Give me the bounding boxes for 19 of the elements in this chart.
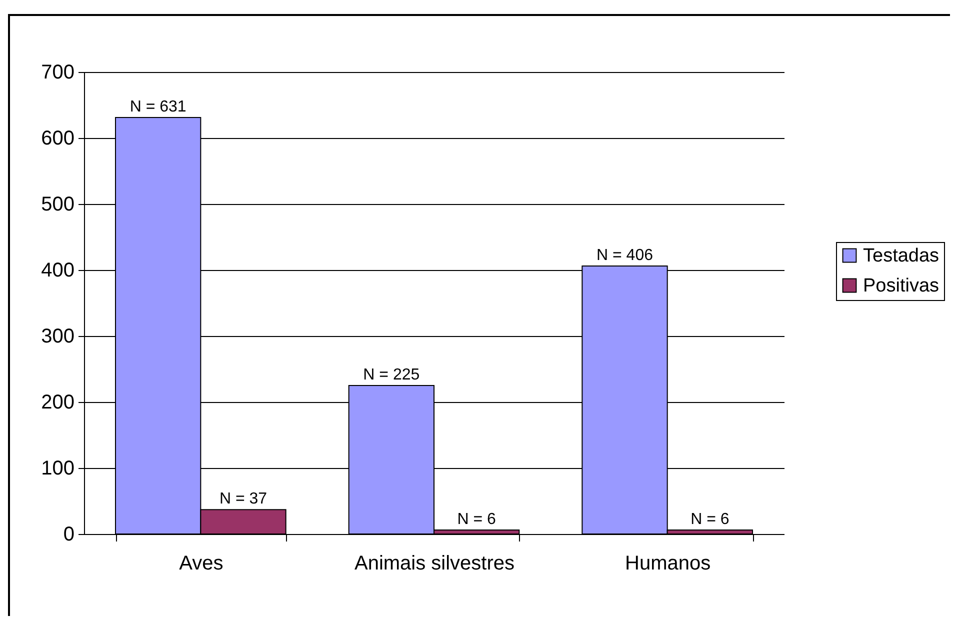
data-label: N = 631 <box>130 98 186 116</box>
legend-label: Positivas <box>863 276 940 296</box>
y-tick-label: 500 <box>41 194 74 216</box>
x-tick-label: Humanos <box>625 552 711 574</box>
y-tick-label: 0 <box>63 524 74 546</box>
y-tick-label: 100 <box>41 458 74 480</box>
data-label: N = 6 <box>690 511 730 528</box>
legend-label: Testadas <box>863 246 940 266</box>
x-tick-label: Aves <box>179 552 224 574</box>
y-tick-label: 400 <box>41 260 74 282</box>
y-tick-label: 600 <box>41 128 74 150</box>
data-label: N = 6 <box>457 511 496 528</box>
data-label: N = 37 <box>219 490 268 508</box>
data-label: N = 406 <box>596 247 654 264</box>
y-tick-label: 700 <box>41 62 74 84</box>
x-tick-label: Animais silvestres <box>354 552 515 574</box>
y-tick-label: 300 <box>41 326 74 348</box>
data-label: N = 225 <box>363 366 420 384</box>
y-tick-label: 200 <box>41 392 74 414</box>
